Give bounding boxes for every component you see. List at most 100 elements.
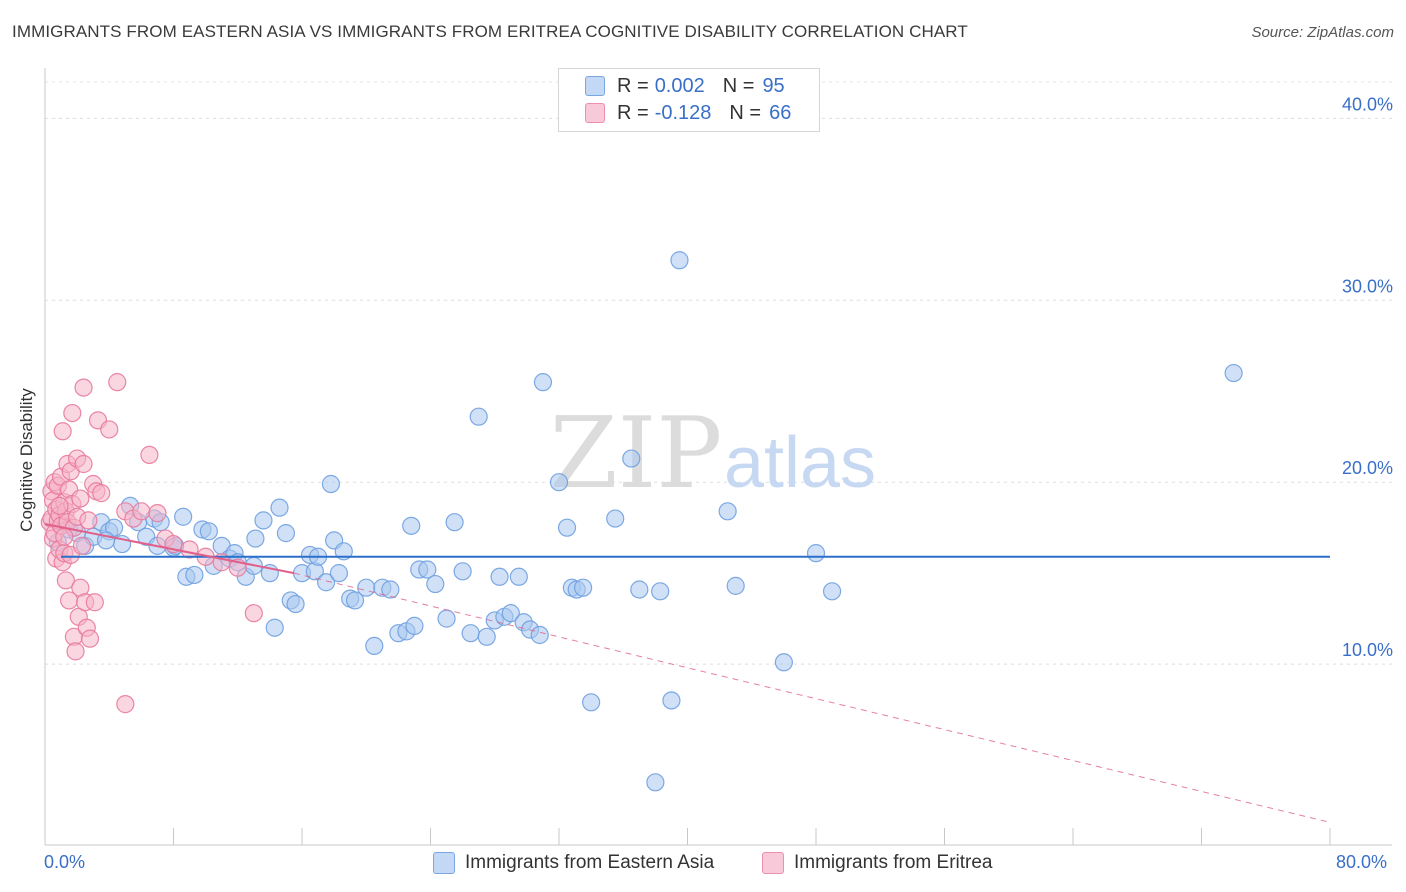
eritrea-point xyxy=(140,445,159,465)
eastern-asia-point xyxy=(651,582,670,601)
eastern-asia-point xyxy=(365,636,384,656)
eritrea-point xyxy=(71,489,90,508)
bottom-legend-swatch-eritrea xyxy=(762,852,784,874)
eastern-asia-point xyxy=(199,522,218,541)
eastern-asia-point xyxy=(254,511,273,530)
eastern-asia-point xyxy=(321,474,341,494)
eastern-asia-point xyxy=(533,373,553,392)
bottom-legend-label-eastern-asia: Immigrants from Eastern Asia xyxy=(465,852,715,873)
eastern-asia-point xyxy=(501,604,520,623)
eastern-asia-point xyxy=(718,502,737,521)
data-points xyxy=(40,251,1243,792)
correlation-legend: R = 0.002 N = 95 R = -0.128 N = 66 xyxy=(558,68,820,132)
eastern-asia-point xyxy=(418,560,437,579)
eastern-asia-point xyxy=(670,251,689,270)
eritrea-point xyxy=(244,604,263,623)
eritrea-point xyxy=(148,504,167,523)
eritrea-point xyxy=(85,593,104,612)
eastern-asia-point xyxy=(357,578,376,597)
eastern-asia-point xyxy=(622,449,641,468)
eritrea-point xyxy=(80,629,100,648)
eastern-asia-point xyxy=(630,580,649,599)
eastern-asia-point xyxy=(345,591,365,610)
eritrea-point xyxy=(53,422,72,441)
eastern-asia-point xyxy=(381,580,400,599)
eritrea-point xyxy=(79,511,98,530)
x-tick-label-max: 80.0% xyxy=(1336,852,1388,872)
eritrea-trendline xyxy=(44,523,295,575)
y-tick-label: 20.0% xyxy=(1342,458,1393,478)
legend-n-label: N = xyxy=(729,101,762,124)
x-tick-label-min: 0.0% xyxy=(44,852,86,872)
eritrea-point xyxy=(108,373,127,392)
bottom-legend-swatch-eastern-asia xyxy=(433,852,455,874)
eastern-asia-point xyxy=(276,524,296,543)
eritrea-point xyxy=(92,484,111,503)
legend-row-eastern-asia: R = 0.002 N = 95 xyxy=(585,73,785,99)
legend-r-value: -0.128 xyxy=(654,101,712,124)
eritrea-point xyxy=(66,642,85,661)
eastern-asia-point xyxy=(822,582,842,601)
eastern-asia-point xyxy=(530,625,549,645)
eritrea-trendline-extrapolated xyxy=(293,572,1331,823)
legend-r-value: 0.002 xyxy=(654,74,705,97)
bottom-legend-label-eritrea: Immigrants from Eritrea xyxy=(794,852,993,873)
chart-title: IMMIGRANTS FROM EASTERN ASIA VS IMMIGRAN… xyxy=(12,22,968,41)
eritrea-point xyxy=(72,536,92,555)
eastern-asia-point xyxy=(469,407,488,426)
y-tick-label: 10.0% xyxy=(1342,640,1393,660)
eastern-asia-point xyxy=(316,573,336,592)
eritrea-point xyxy=(56,571,75,590)
eritrea-point xyxy=(74,454,93,474)
eastern-asia-point xyxy=(185,565,204,585)
eritrea-point xyxy=(132,502,151,521)
legend-r-label: R = xyxy=(617,74,649,97)
axes xyxy=(44,68,1392,846)
y-tick-labels: 10.0% 20.0% 30.0% 40.0% xyxy=(1342,94,1393,660)
eastern-asia-point xyxy=(646,773,665,792)
eastern-asia-point xyxy=(726,576,745,595)
eastern-asia-point xyxy=(437,609,456,628)
eastern-asia-point xyxy=(774,653,793,672)
source-credit: Source: ZipAtlas.com xyxy=(1251,24,1394,41)
legend-row-eritrea: R = -0.128 N = 66 xyxy=(585,100,791,126)
eastern-asia-point xyxy=(286,594,305,614)
eritrea-point xyxy=(100,420,119,439)
eastern-asia-point xyxy=(174,507,193,526)
legend-n-label: N = xyxy=(722,74,755,97)
y-tick-label: 40.0% xyxy=(1342,94,1393,114)
eastern-asia-point xyxy=(490,567,509,586)
legend-r-label: R = xyxy=(617,101,649,124)
eastern-asia-point xyxy=(445,513,464,532)
eastern-asia-point xyxy=(1224,363,1243,383)
eastern-asia-point xyxy=(334,542,353,561)
eastern-asia-point xyxy=(549,473,569,492)
eastern-asia-point xyxy=(265,618,284,637)
eastern-asia-point xyxy=(329,564,349,583)
legend-swatch-eritrea xyxy=(585,103,605,123)
eritrea-point xyxy=(63,403,82,423)
eritrea-point xyxy=(50,496,69,515)
eritrea-point xyxy=(116,695,135,714)
bottom-legend-eastern-asia: Immigrants from Eastern Asia xyxy=(433,852,714,874)
eastern-asia-point xyxy=(606,509,625,528)
eastern-asia-point xyxy=(461,624,480,643)
eastern-asia-point xyxy=(662,691,681,710)
legend-swatch-eastern-asia xyxy=(585,76,605,96)
watermark: ZIP atlas xyxy=(550,397,876,511)
eastern-asia-point xyxy=(509,567,528,586)
eastern-asia-point xyxy=(806,544,826,563)
eastern-asia-point xyxy=(453,562,472,581)
eritrea-point xyxy=(180,540,199,559)
trend-lines xyxy=(44,523,1331,823)
eritrea-point xyxy=(74,378,93,397)
bottom-legend-eritrea: Immigrants from Eritrea xyxy=(762,852,992,874)
legend-n-value: 95 xyxy=(762,74,785,97)
eastern-asia-point xyxy=(477,627,496,646)
watermark-atlas: atlas xyxy=(724,423,876,503)
eritrea-point xyxy=(55,527,74,546)
eastern-asia-point xyxy=(573,578,593,597)
y-tick-label: 30.0% xyxy=(1342,276,1393,296)
eastern-asia-point xyxy=(405,616,424,635)
